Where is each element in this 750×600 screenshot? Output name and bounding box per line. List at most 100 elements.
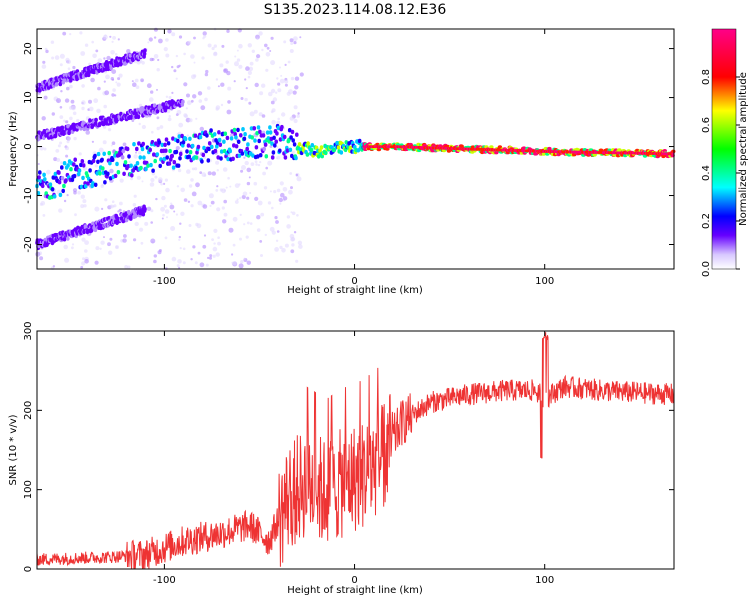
- spectrogram-cell: [232, 261, 237, 266]
- spectrogram-cell: [146, 163, 150, 168]
- spectrogram-cell: [213, 44, 217, 48]
- spectrogram-cell: [131, 80, 134, 83]
- spectrogram-cell: [220, 82, 225, 87]
- spectrogram-cell: [110, 157, 115, 162]
- spectrogram-cell: [144, 166, 148, 172]
- spectrogram-cell: [141, 124, 146, 130]
- spectrogram-cell: [229, 136, 234, 141]
- spectrogram-cell: [288, 147, 293, 152]
- spectrogram-cell: [274, 139, 279, 144]
- spectrogram-cell: [280, 124, 284, 130]
- spectrogram-cell: [239, 213, 242, 216]
- spectrogram-cell: [219, 156, 223, 161]
- spectrogram-cell: [81, 106, 85, 111]
- spectrogram-cell: [306, 141, 310, 146]
- spectrogram-cell: [73, 157, 77, 162]
- spectrogram-cell: [115, 245, 119, 249]
- spectrogram-cell: [239, 237, 242, 241]
- spectrogram-cell: [336, 145, 341, 150]
- spectrogram-cell: [177, 259, 182, 264]
- spectrogram-cell: [278, 137, 283, 142]
- spectrogram-cell: [127, 154, 131, 159]
- spectrogram-cell: [248, 176, 251, 179]
- spectrogram-cell: [43, 177, 47, 182]
- spectrogram-cell: [130, 173, 134, 178]
- spectrogram-cell: [164, 148, 168, 153]
- spectrogram-cell: [108, 161, 112, 166]
- spectrogram-cell: [140, 78, 145, 83]
- spectrogram-cell: [199, 126, 204, 132]
- spectrogram-cell: [80, 194, 86, 199]
- spectrogram-cell: [71, 246, 74, 250]
- spectrogram-cell: [88, 62, 91, 66]
- spectrogram-cell: [168, 96, 172, 99]
- spectrogram-cell: [94, 260, 99, 265]
- spectrogram-cell: [226, 109, 232, 115]
- spectrogram-cell: [59, 63, 63, 67]
- spectrogram-cell: [293, 231, 297, 234]
- spectrogram-cell: [232, 127, 237, 133]
- spectrogram-cell: [215, 252, 220, 257]
- spectrogram-cell: [133, 194, 137, 198]
- spectrogram-cell: [82, 257, 85, 261]
- spectrogram-cell: [199, 262, 205, 268]
- spectrogram-cell: [59, 106, 63, 109]
- spectrogram-cell: [289, 116, 294, 121]
- spectrogram-cell: [153, 36, 157, 39]
- spectrogram-cell: [173, 69, 177, 73]
- spectrogram-cell: [290, 211, 293, 214]
- spectrogram-cell: [260, 212, 265, 217]
- spectrogram-cell: [81, 237, 86, 242]
- spectrogram-cell: [219, 63, 224, 68]
- spectrogram-cell: [88, 118, 92, 123]
- spectrogram-cell: [267, 201, 272, 205]
- spectrogram-cell: [42, 60, 46, 64]
- spectrogram-cell: [212, 254, 216, 258]
- spectrogram-cell: [268, 125, 272, 130]
- spectrogram-cell: [291, 150, 295, 154]
- spectrogram-cell: [250, 162, 255, 167]
- spectrogram-cell: [81, 163, 86, 168]
- spectrogram-cell: [203, 174, 207, 177]
- spectrogram-cell: [62, 161, 67, 166]
- spectrogram-cell: [282, 187, 288, 192]
- spectrogram-cell: [193, 61, 196, 64]
- spectrogram-cell: [254, 82, 259, 88]
- spectrogram-cell: [94, 117, 98, 123]
- spectrogram-cell: [183, 136, 188, 142]
- spectrogram-cell: [59, 141, 63, 145]
- spectrogram-cell: [254, 196, 259, 201]
- spectrogram-cell: [134, 78, 139, 83]
- spectrogram-cell: [106, 171, 110, 176]
- spectrogram-cell: [279, 245, 283, 250]
- spectrogram-cell: [211, 238, 215, 242]
- spectrogram-cell: [48, 182, 53, 187]
- spectrogram-cell: [57, 170, 61, 175]
- spectrogram-cell: [64, 257, 70, 263]
- spectrogram-cell: [289, 38, 294, 43]
- spectrogram-cell: [98, 171, 102, 176]
- spectrogram-cell: [138, 155, 143, 160]
- spectrogram-cell: [274, 247, 279, 252]
- spectrogram-cell: [176, 138, 180, 144]
- spectrogram-cell: [294, 155, 298, 161]
- spectrogram-cell: [229, 185, 232, 188]
- spectrogram-cell: [225, 135, 230, 141]
- spectrogram-cell: [269, 226, 275, 232]
- spectrogram-cell: [261, 130, 266, 134]
- spectrogram-cell: [144, 221, 149, 226]
- spectrogram-cell: [213, 242, 216, 245]
- spectrogram-cell: [166, 141, 171, 146]
- spectrogram-cell: [62, 237, 67, 242]
- spectrogram-cell: [148, 37, 153, 42]
- spectrogram-cell: [79, 184, 84, 189]
- spectrogram-cell: [215, 189, 219, 192]
- spectrogram-cell: [292, 90, 297, 95]
- spectrogram-cell: [111, 93, 115, 97]
- spectrogram-cell: [271, 150, 276, 155]
- spectrogram-cell: [176, 65, 180, 69]
- spectrogram-cell: [240, 260, 244, 264]
- spectrogram-cell: [117, 210, 120, 213]
- spectrogram-cell: [234, 144, 239, 149]
- spectrogram-cell: [99, 247, 102, 250]
